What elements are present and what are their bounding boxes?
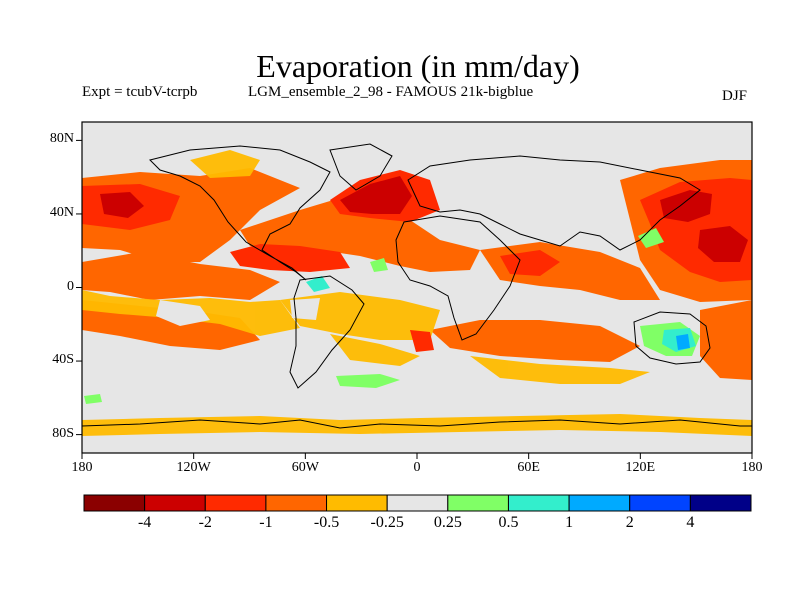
europe-coast: [407, 155, 701, 251]
pacific-gap: [156, 300, 210, 326]
greenland-coast: [329, 143, 393, 191]
central-america-cyan: [306, 276, 330, 292]
lat-tick-label: 0: [67, 278, 74, 294]
colorbar-tick-label: 0.5: [498, 514, 519, 531]
australia-coast: [633, 311, 711, 365]
colorbar-swatch: [144, 494, 206, 512]
season-label: DJF: [722, 88, 748, 104]
lon-tick-label: 180: [741, 460, 763, 475]
evaporation-field: [82, 150, 752, 436]
gulf-stream-dark: [340, 176, 412, 214]
colorbar-swatch: [447, 494, 509, 512]
indian-gap: [520, 292, 570, 312]
colorbar: [83, 494, 752, 512]
antarctica-coast: [82, 419, 752, 429]
run-label: LGM_ensemble_2_98 - FAMOUS 21k-bigblue: [248, 84, 534, 100]
colorbar-swatch: [507, 494, 570, 512]
south-west-green: [84, 394, 102, 404]
east-pacific-anomaly: [330, 334, 420, 366]
colorbar-swatch: [568, 494, 631, 512]
north-pacific-anomaly: [190, 150, 260, 178]
indian-red: [500, 250, 560, 276]
south-atlantic-green: [336, 374, 400, 388]
colorbar-tick-label: -1: [259, 514, 273, 531]
atlantic-anomaly: [240, 198, 480, 272]
lat-tick-label: 80N: [49, 131, 74, 147]
colorbar-tick-label: 2: [625, 514, 634, 531]
lat-tick-label: 40S: [52, 352, 74, 368]
colorbar-swatch: [689, 494, 752, 512]
colorbar-tick-label: 0.25: [433, 514, 462, 531]
lon-ticks: [81, 453, 753, 459]
west-pacific-green: [638, 228, 664, 248]
south-pacific-anomaly: [700, 300, 752, 380]
lon-tick-label: 180: [71, 460, 93, 475]
north-america-coast: [149, 145, 331, 281]
lat-tick-label: 80S: [52, 425, 74, 441]
colorbar-swatch: [83, 494, 146, 512]
sahara-green: [370, 258, 388, 272]
tropical-pacific-anomaly: [82, 252, 280, 300]
north-pacific-dark: [100, 192, 144, 218]
colorbar-tick-label: -0.5: [313, 514, 340, 531]
south-atlantic-anomaly: [280, 292, 440, 340]
colorbar-tick-label: -0.25: [370, 514, 404, 531]
colorbar-tick-label: 1: [565, 514, 574, 531]
colorbar-tick-label: 4: [686, 514, 695, 531]
south-indian-anomaly: [470, 356, 650, 384]
australia-blue: [676, 334, 690, 350]
lat-tick-label: 40N: [49, 204, 74, 220]
experiment-label: Expt = tcubV-tcrpb: [82, 84, 198, 100]
colorbar-swatch: [326, 494, 388, 512]
kuroshio-dark: [660, 190, 712, 222]
colorbar-swatch: [386, 494, 449, 512]
colorbar-tick-label: -4: [137, 514, 152, 531]
lon-tick-label: 120W: [176, 460, 211, 475]
colorbar-swatch: [204, 494, 267, 512]
atlantic-gap: [290, 298, 320, 320]
africa-coast: [395, 215, 521, 341]
lat-ticks: [76, 139, 82, 436]
colorbar-swatch: [265, 494, 328, 512]
colorbar-swatch: [629, 494, 691, 512]
lon-tick-label: 120E: [625, 460, 656, 475]
atlantic-trade-red: [230, 244, 350, 272]
southern-ocean-anomaly: [430, 320, 640, 362]
coastlines: [82, 143, 752, 429]
south-america-coast: [289, 275, 365, 389]
lon-tick-label: 60E: [517, 460, 540, 475]
map-title: Evaporation (in mm/day): [256, 48, 580, 84]
lon-tick-label: 60W: [291, 460, 319, 475]
agulhas-red: [410, 330, 434, 352]
colorbar-tick-label: -2: [198, 514, 212, 531]
mid-pacific-dark: [698, 226, 748, 262]
lon-tick-label: 0: [413, 460, 421, 475]
